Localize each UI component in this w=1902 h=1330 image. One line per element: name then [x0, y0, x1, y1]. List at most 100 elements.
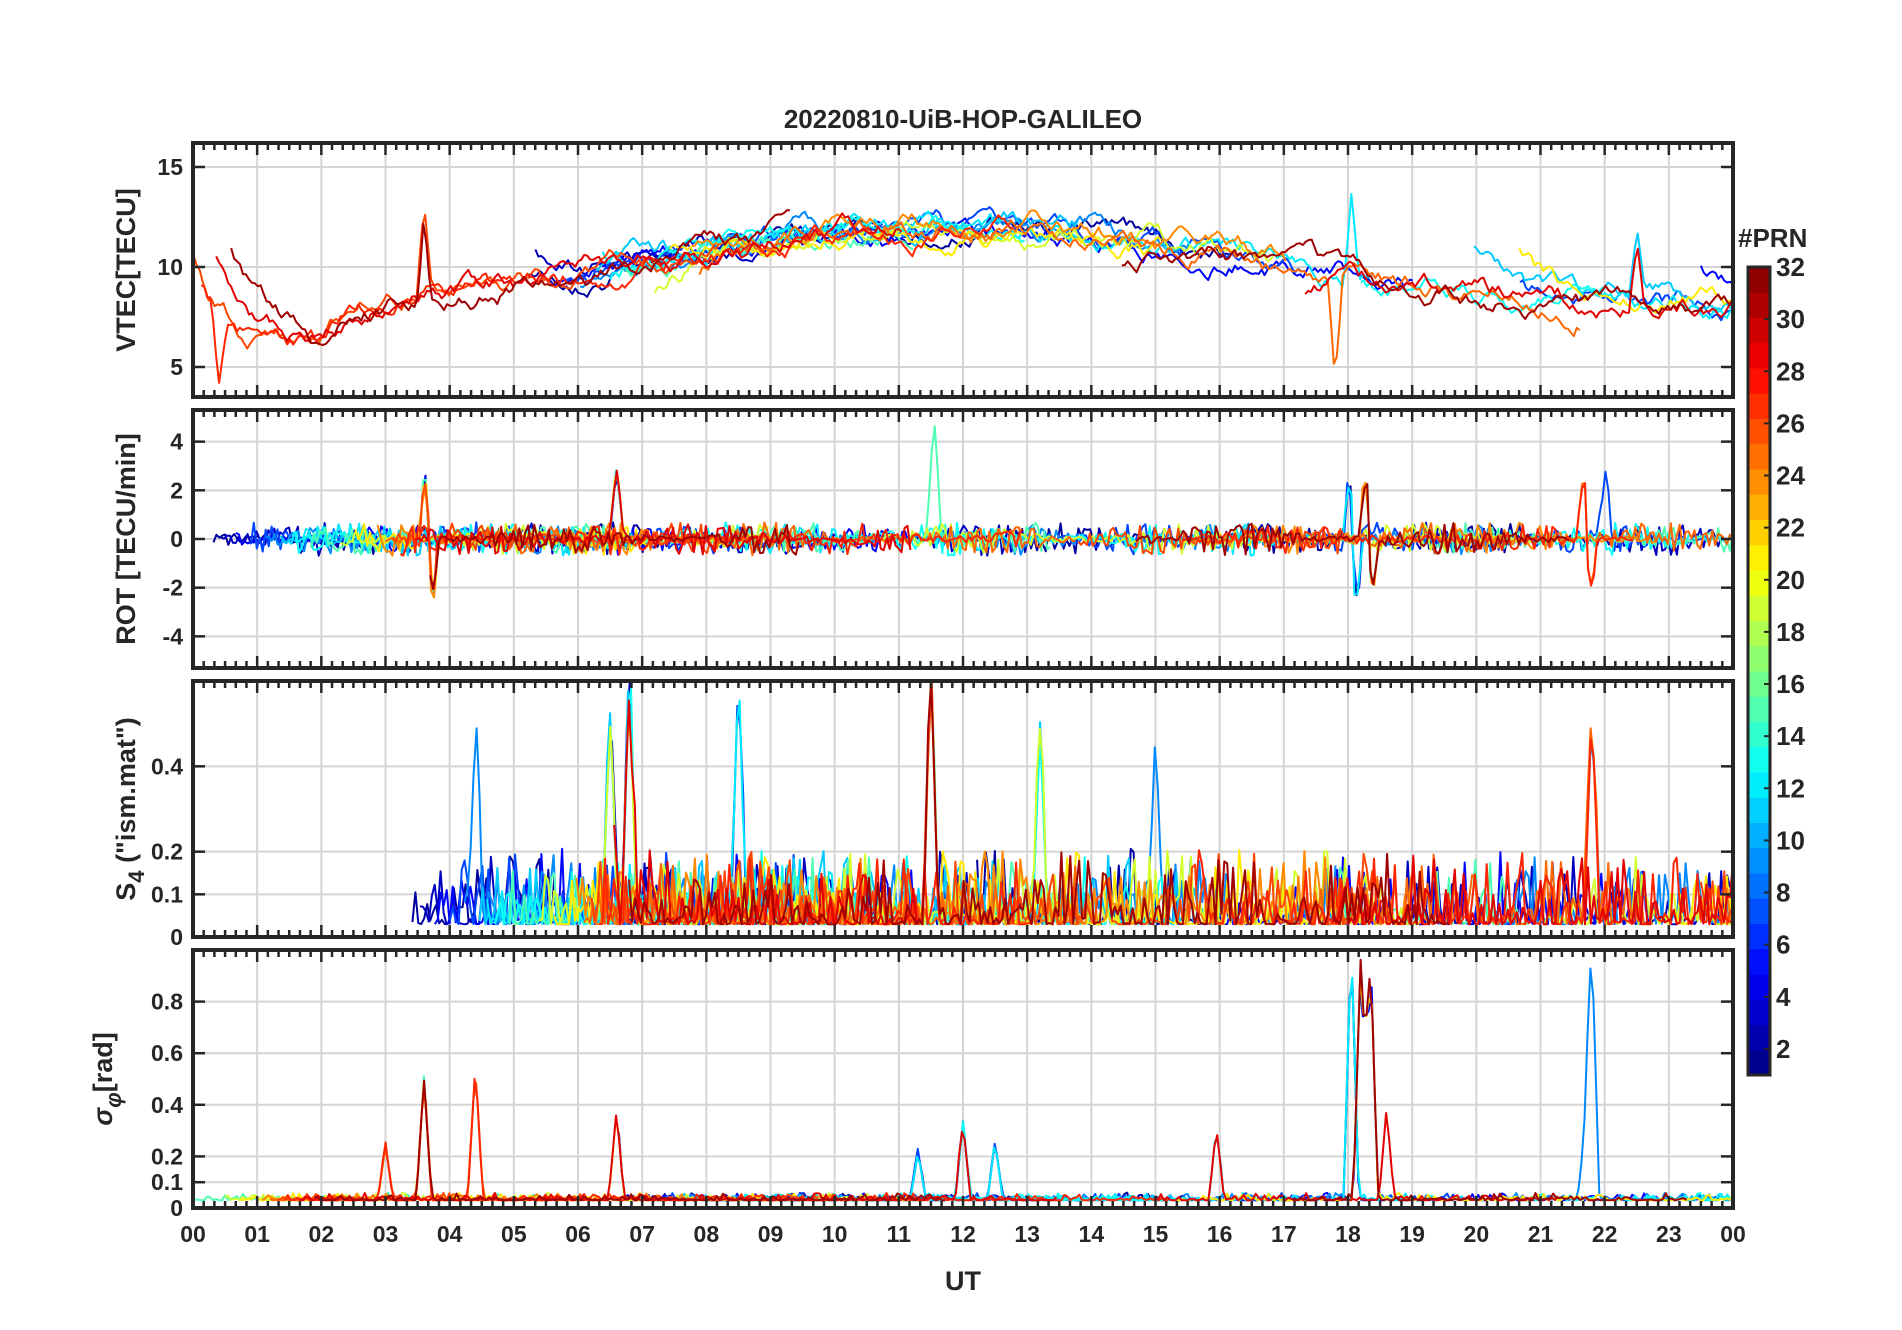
y-tick-label: 0.2 [151, 1143, 183, 1169]
x-tick-label: 22 [1592, 1221, 1618, 1247]
y-axis-label: σφ[rad] [88, 1032, 126, 1125]
colorbar-band [1748, 873, 1770, 899]
x-tick-label: 20 [1464, 1221, 1490, 1247]
y-tick-label: 0.6 [151, 1040, 183, 1066]
colorbar-tick-label: 24 [1776, 461, 1805, 491]
y-tick-label: -2 [163, 575, 183, 601]
x-tick-label: 06 [565, 1221, 591, 1247]
y-tick-label: 4 [170, 429, 183, 455]
y-axis-label: VTEC[TECU] [111, 188, 141, 352]
x-tick-label: 03 [373, 1221, 399, 1247]
y-tick-label: 0 [170, 924, 183, 950]
colorbar-band [1748, 772, 1770, 798]
y-axis-label: S4 ("ism.mat") [111, 717, 149, 900]
y-tick-label: -4 [163, 623, 184, 649]
colorbar-band [1748, 645, 1770, 672]
colorbar-tick-label: 6 [1776, 930, 1790, 960]
colorbar-tick-label: 10 [1776, 825, 1805, 855]
series-group [195, 958, 1733, 1202]
x-tick-label: 21 [1528, 1221, 1554, 1247]
colorbar-band [1748, 519, 1770, 546]
y-tick-label: 0.4 [151, 1092, 183, 1118]
x-tick-label: 12 [950, 1221, 976, 1247]
x-tick-label: 11 [887, 1221, 912, 1247]
colorbar-band [1748, 898, 1770, 924]
panel-rot: -4 -2 0 2 4 ROT [TECU/min] [111, 408, 1735, 670]
colorbar-band [1748, 721, 1770, 748]
y-tick-label: 0.1 [151, 1169, 183, 1195]
x-tick-label: 18 [1335, 1221, 1361, 1247]
colorbar-tick-label: 28 [1776, 356, 1805, 386]
y-tick-label: 2 [170, 477, 183, 503]
series-line-prn-31 [628, 681, 1450, 926]
colorbar-tick-label: 2 [1776, 1034, 1790, 1064]
colorbar-band [1748, 620, 1770, 647]
series-line-prn-31 [230, 209, 790, 346]
colorbar-band [1748, 292, 1770, 318]
colorbar-tick-label: 14 [1776, 721, 1805, 751]
y-axis-label: ROT [TECU/min] [111, 433, 141, 644]
colorbar-tick-label: 26 [1776, 408, 1805, 438]
x-tick-label: 10 [822, 1221, 848, 1247]
x-tick-label: 00 [1720, 1221, 1746, 1247]
x-tick-label: 01 [244, 1221, 270, 1247]
chart-title: 20220810-UiB-HOP-GALILEO [784, 104, 1142, 134]
colorbar-band [1748, 797, 1770, 823]
series-line-prn-27 [399, 522, 1023, 557]
colorbar-frame [1746, 265, 1772, 1077]
series-line-prn-31 [314, 1079, 945, 1202]
series-line-prn-12 [1700, 1192, 1733, 1202]
series-line-prn-27 [200, 214, 1014, 384]
colorbar-title: #PRN [1738, 223, 1807, 253]
series-line-prn-29 [1332, 854, 1733, 926]
x-tick-label: 14 [1079, 1221, 1105, 1247]
x-tick-label: 17 [1271, 1221, 1297, 1247]
y-tick-label: 0.2 [151, 839, 183, 865]
y-tick-label: 10 [157, 254, 183, 280]
colorbar-band [1748, 443, 1770, 470]
colorbar-band [1748, 948, 1770, 975]
series-line-prn-31 [1121, 238, 1733, 320]
x-tick-label: 00 [180, 1221, 206, 1247]
x-tick-label: 04 [437, 1221, 463, 1247]
colorbar-band [1748, 847, 1770, 874]
colorbar-band [1748, 317, 1770, 344]
x-tick-label: 19 [1399, 1221, 1425, 1247]
series-line-prn-31 [429, 523, 800, 590]
colorbar-band [1748, 494, 1770, 520]
colorbar-tick-label: 30 [1776, 304, 1805, 334]
x-tick-label: 07 [629, 1221, 655, 1247]
y-tick-label: 5 [170, 354, 183, 380]
colorbar-band [1748, 999, 1770, 1025]
y-tick-label: 15 [157, 154, 183, 180]
colorbar-tick-label: 32 [1776, 252, 1805, 282]
series-line-prn-29 [215, 212, 903, 342]
series-line-prn-12 [1577, 288, 1733, 320]
colorbar-band [1748, 570, 1770, 596]
series-line-prn-5 [1699, 265, 1733, 285]
series-line-prn-31 [1292, 958, 1688, 1202]
colorbar-band [1748, 671, 1770, 697]
colorbar-band [1748, 1049, 1770, 1076]
x-tick-label: 15 [1143, 1221, 1169, 1247]
colorbar-tick-label: 12 [1776, 773, 1805, 803]
series-line-prn-29 [1304, 247, 1733, 320]
colorbar-band [1748, 342, 1770, 369]
series-group [193, 193, 1733, 384]
y-tick-label: 0 [170, 1195, 183, 1221]
x-tick-label: 09 [758, 1221, 784, 1247]
colorbar-tick-label: 8 [1776, 878, 1790, 908]
panel-sigma_phi: 00.10.2 0.4 0.6 0.8 σφ[rad] 00 01 02 03 04 05 06 07 0… [88, 948, 1746, 1247]
x-tick-label: 23 [1656, 1221, 1682, 1247]
series-line-prn-26 [193, 213, 720, 350]
panel-s4: 0 0.1 0.2 0.4S4 ("ism.mat") [111, 679, 1735, 950]
series-group [212, 425, 1733, 599]
colorbar-band [1748, 267, 1770, 293]
colorbar-band [1748, 418, 1770, 445]
colorbar-band [1748, 469, 1770, 495]
y-tick-label: 0 [170, 526, 183, 552]
series-group [411, 681, 1733, 926]
colorbar-band [1748, 544, 1770, 571]
